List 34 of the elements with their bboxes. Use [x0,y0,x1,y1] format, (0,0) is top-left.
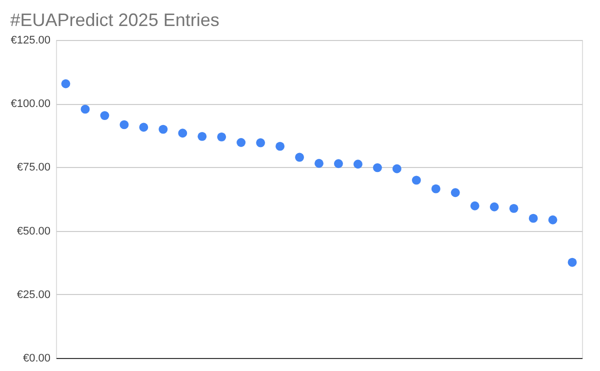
point [276,142,285,151]
point [548,215,558,224]
y-tick-label: €0.00 [22,352,50,364]
point [353,160,362,169]
chart-title: #EUAPredict 2025 Entries [10,10,220,30]
point [450,188,460,198]
point [568,258,577,267]
y-tick-label: €100.00 [10,98,50,110]
y-tick-label: €75.00 [16,162,50,174]
point [120,120,129,130]
y-tick-label: €25.00 [16,288,50,301]
point [490,202,499,212]
point [236,138,246,147]
point [334,159,343,168]
point [158,124,168,134]
point [372,163,382,172]
point [392,164,402,174]
point [295,152,304,162]
point [80,104,90,114]
y-tick-label: €125.00 [10,34,50,46]
point [217,132,226,142]
point [139,122,148,132]
point [178,128,188,138]
point [61,79,70,88]
point [470,201,480,210]
point [198,132,207,141]
point [412,176,421,185]
point [528,214,538,223]
y-tick-label: €50.00 [16,225,50,238]
point [509,204,518,213]
point [256,138,266,148]
point [100,111,110,120]
point [314,158,324,168]
point [431,184,440,194]
